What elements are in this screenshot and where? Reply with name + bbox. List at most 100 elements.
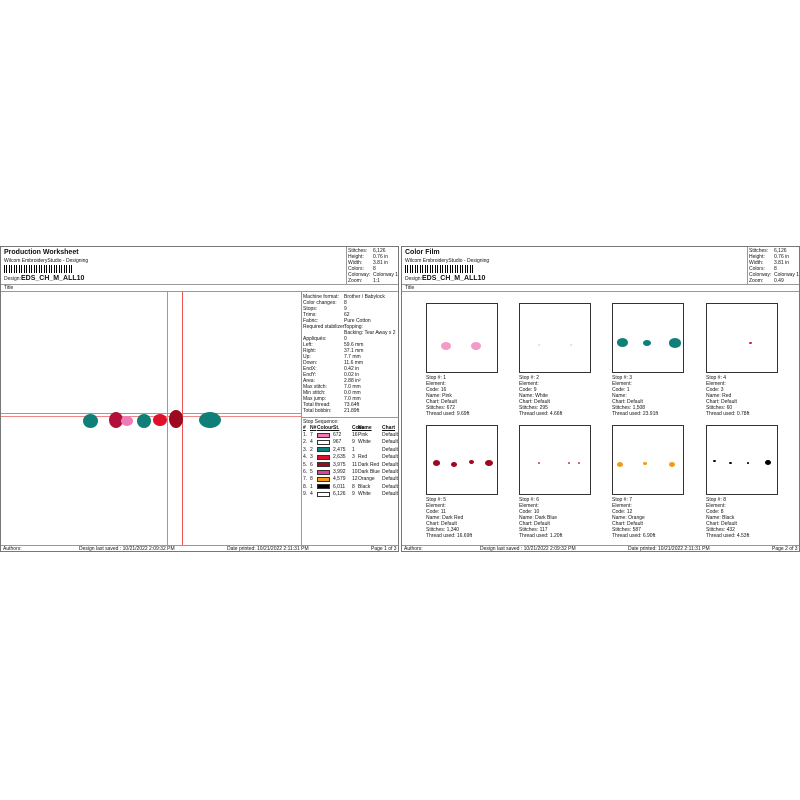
stitch-preview — [538, 344, 540, 346]
column-header: Chart — [382, 425, 396, 431]
table-cell: 6 — [310, 461, 313, 468]
color-thumbnail — [706, 303, 778, 373]
footer-text: Design last saved : 10/21/2022 2:09:32 P… — [79, 546, 175, 552]
table-cell: 9 — [352, 439, 355, 446]
stop-caption: Stitches: 295 — [519, 405, 548, 411]
stitch-preview — [643, 462, 647, 466]
design-element — [121, 416, 133, 426]
detail-label: Stops: — [303, 306, 318, 312]
color-thumbnail — [426, 303, 498, 373]
stop-caption: Stop #: 5 — [426, 497, 447, 503]
footer-text: Authors: — [404, 546, 423, 552]
table-cell: 2,475 — [333, 446, 346, 453]
summary-label: Width: — [348, 260, 363, 266]
footer-text: Page 2 of 3 — [772, 546, 798, 552]
stitch-preview — [749, 342, 752, 345]
table-cell: 2. — [303, 439, 308, 446]
guide-line — [1, 413, 301, 414]
design-label: Design: — [4, 276, 21, 282]
stop-caption: Element: — [519, 503, 539, 509]
summary-value: Colorway 1 — [373, 272, 399, 278]
stop-caption: Code: 10 — [519, 509, 540, 515]
design-canvas — [1, 292, 301, 546]
detail-value: Backing: Tear Away x 2 — [344, 330, 396, 336]
detail-label: Left: — [303, 342, 313, 348]
stop-caption: Element: — [612, 381, 632, 387]
rule — [1, 284, 398, 285]
rule — [402, 291, 799, 292]
stop-caption: Name: Red — [706, 393, 732, 399]
stop-caption: Name: — [612, 393, 627, 399]
guide-line — [1, 416, 301, 417]
table-cell: 8 — [310, 476, 313, 483]
detail-label: Trims: — [303, 312, 317, 318]
guide-line — [167, 292, 168, 546]
detail-value: 7.0 mm — [344, 396, 361, 402]
detail-value: 11.6 mm — [344, 360, 364, 366]
table-cell: Default — [382, 476, 398, 483]
stitch-preview — [568, 462, 570, 464]
table-cell: Default — [382, 461, 398, 468]
detail-label: Up: — [303, 354, 311, 360]
design-name: EDS_CH_M_ALL10 — [21, 275, 85, 282]
stop-caption: Thread used: 23.91ft — [612, 411, 659, 417]
design-element — [83, 414, 98, 428]
summary-value: 0.49 — [774, 278, 784, 284]
color-thumbnail — [706, 425, 778, 495]
stop-caption: Code: 12 — [612, 509, 633, 515]
stop-caption: Thread used: 9.69ft — [426, 411, 470, 417]
table-cell: Dark Blue — [358, 469, 380, 475]
detail-value: Topping: — [344, 324, 363, 330]
table-cell: 967 — [333, 439, 342, 446]
design-element — [169, 410, 183, 428]
table-cell: 4,579 — [333, 476, 346, 483]
subtitle: Wilcom EmbroideryStudio - Designing — [4, 258, 89, 264]
detail-value: 7.7 mm — [344, 354, 361, 360]
rule — [747, 247, 748, 284]
stop-caption: Stop #: 3 — [612, 375, 633, 381]
detail-value: 8 — [344, 300, 347, 306]
stop-caption: Stitches: 1,508 — [612, 405, 646, 411]
table-cell: 12 — [352, 476, 358, 483]
detail-value: 21.89ft — [344, 408, 360, 414]
stop-caption: Chart: Default — [612, 521, 643, 527]
table-cell: 7. — [303, 476, 308, 483]
summary-value: Colorway 1 — [774, 272, 800, 278]
summary-label: Zoom: — [749, 278, 764, 284]
footer-text: Page 1 of 3 — [371, 546, 397, 552]
design-label: Design: — [405, 276, 422, 282]
summary-value: 0.76 in — [774, 254, 790, 260]
stitch-preview — [433, 460, 440, 466]
stop-caption: Thread used: 1.20ft — [519, 533, 563, 539]
detail-value: 0.42 in — [344, 366, 360, 372]
summary-value: 8 — [373, 266, 376, 272]
column-header: N# — [310, 425, 317, 431]
stop-caption: Stitches: 1,340 — [426, 527, 460, 533]
stitch-preview — [643, 340, 651, 347]
stop-caption: Chart: Default — [426, 521, 457, 527]
stop-caption: Element: — [612, 503, 632, 509]
table-cell: Dark Red — [358, 461, 380, 468]
title-label: Title — [4, 285, 14, 291]
footer-text: Date printed: 10/21/2022 2:11:31 PM — [628, 546, 710, 552]
summary-label: Colorway: — [749, 272, 772, 278]
stop-caption: Element: — [706, 503, 726, 509]
stop-caption: Element: — [426, 381, 446, 387]
table-cell: Default — [382, 454, 398, 461]
detail-value: Brother / Babylock — [344, 294, 385, 300]
table-cell: 3. — [303, 446, 308, 453]
detail-label: Max stitch: — [303, 384, 327, 390]
detail-value: 73.64ft — [344, 402, 360, 408]
table-cell: Default — [382, 491, 398, 498]
summary-value: 8 — [774, 266, 777, 272]
summary-label: Height: — [749, 254, 765, 260]
stop-caption: Code: 16 — [426, 387, 447, 393]
column-header: # — [303, 425, 306, 431]
table-cell: 3,975 — [333, 461, 346, 468]
detail-label: Right: — [303, 348, 317, 354]
stop-caption: Element: — [519, 381, 539, 387]
stop-caption: Stitches: 587 — [612, 527, 641, 533]
rule — [402, 284, 799, 285]
stop-caption: Stop #: 4 — [706, 375, 727, 381]
detail-value: Pure Cotton — [344, 318, 371, 324]
